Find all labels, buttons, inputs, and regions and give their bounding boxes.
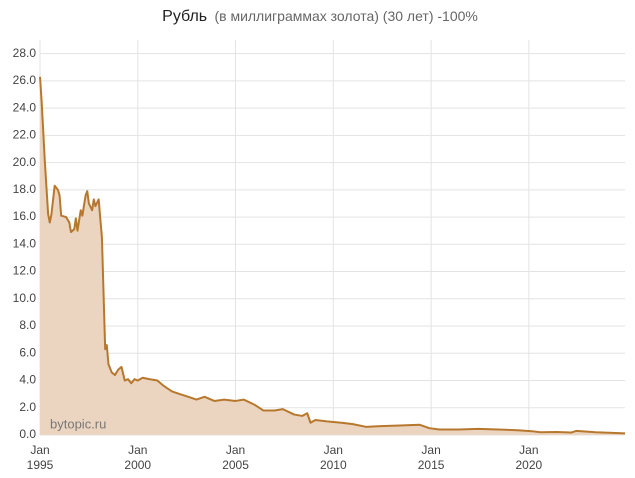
y-tick-label: 10.0 [13, 291, 37, 305]
y-tick-label: 12.0 [13, 264, 37, 278]
y-tick-label: 0.0 [19, 427, 36, 441]
x-tick-label: Jan 2000 [124, 443, 151, 472]
y-tick-label: 20.0 [13, 155, 37, 169]
area-fill [40, 76, 625, 435]
x-tick-label: Jan 2020 [516, 443, 543, 472]
y-tick-label: 16.0 [13, 209, 37, 223]
y-tick-label: 8.0 [19, 318, 36, 332]
x-tick-label: Jan 2015 [418, 443, 445, 472]
chart-heading: Рубль (в миллиграммах золота) (30 лет) -… [162, 8, 478, 26]
y-tick-label: 2.0 [19, 400, 36, 414]
watermark: bytopic.ru [50, 416, 106, 431]
y-tick-label: 26.0 [13, 73, 37, 87]
x-tick-label: Jan 1995 [27, 443, 54, 472]
line [39, 76, 626, 435]
y-tick-label: 14.0 [13, 236, 37, 250]
y-tick-label: 28.0 [13, 46, 37, 60]
y-tick-label: 22.0 [13, 128, 37, 142]
chart-title: Рубль [162, 8, 207, 25]
y-tick-label: 6.0 [19, 345, 36, 359]
y-tick-label: 24.0 [13, 100, 37, 114]
y-tick-label: 4.0 [19, 373, 36, 387]
x-tick-label: Jan 2010 [320, 443, 347, 472]
y-tick-label: 18.0 [13, 182, 37, 196]
x-tick-label: Jan 2005 [222, 443, 249, 472]
chart-subtitle: (в миллиграммах золота) (30 лет) -100% [214, 8, 477, 24]
